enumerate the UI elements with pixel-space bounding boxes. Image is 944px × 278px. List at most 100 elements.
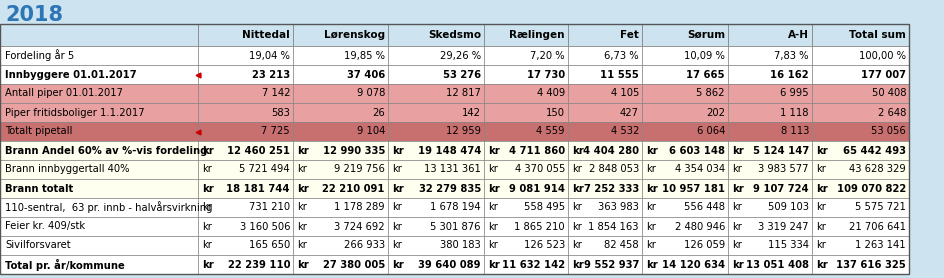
Text: 142: 142 bbox=[462, 108, 480, 118]
Text: 202: 202 bbox=[705, 108, 724, 118]
Bar bbox=[0, 236, 198, 255]
Bar bbox=[727, 122, 811, 141]
Bar bbox=[727, 84, 811, 103]
Bar bbox=[811, 179, 908, 198]
Text: 9 219 756: 9 219 756 bbox=[334, 165, 384, 175]
Text: kr: kr bbox=[732, 240, 741, 250]
Text: 4 711 860: 4 711 860 bbox=[508, 145, 565, 155]
Text: 13 131 361: 13 131 361 bbox=[424, 165, 480, 175]
Bar bbox=[0, 255, 198, 274]
Text: kr: kr bbox=[487, 240, 497, 250]
Bar bbox=[0, 179, 198, 198]
Bar bbox=[567, 46, 641, 65]
Bar bbox=[0, 65, 198, 84]
Text: kr: kr bbox=[296, 165, 307, 175]
Text: Feier kr. 409/stk: Feier kr. 409/stk bbox=[5, 222, 85, 232]
Text: 5 721 494: 5 721 494 bbox=[239, 165, 290, 175]
Bar bbox=[641, 65, 727, 84]
Bar bbox=[567, 217, 641, 236]
Text: Fordeling år 5: Fordeling år 5 bbox=[5, 49, 75, 61]
Text: 731 210: 731 210 bbox=[248, 202, 290, 212]
Text: 53 056: 53 056 bbox=[870, 126, 905, 136]
Text: 126 523: 126 523 bbox=[523, 240, 565, 250]
Text: Sørum: Sørum bbox=[686, 30, 724, 40]
Text: Piper fritidsboliger 1.1.2017: Piper fritidsboliger 1.1.2017 bbox=[5, 108, 144, 118]
Bar bbox=[388, 141, 483, 160]
Text: kr: kr bbox=[392, 145, 403, 155]
Bar bbox=[198, 65, 293, 84]
Bar bbox=[483, 217, 567, 236]
Bar bbox=[198, 103, 293, 122]
Text: 3 724 692: 3 724 692 bbox=[334, 222, 384, 232]
Text: 18 181 744: 18 181 744 bbox=[227, 183, 290, 193]
Bar bbox=[811, 46, 908, 65]
Text: 12 460 251: 12 460 251 bbox=[227, 145, 290, 155]
Text: 4 105: 4 105 bbox=[610, 88, 638, 98]
Bar bbox=[483, 65, 567, 84]
Text: 7,20 %: 7,20 % bbox=[530, 51, 565, 61]
Bar bbox=[641, 217, 727, 236]
Bar bbox=[388, 255, 483, 274]
Text: Skedsmo: Skedsmo bbox=[428, 30, 480, 40]
Text: 6 995: 6 995 bbox=[780, 88, 808, 98]
Bar bbox=[198, 179, 293, 198]
Text: kr: kr bbox=[646, 259, 657, 269]
Bar bbox=[483, 236, 567, 255]
Text: kr: kr bbox=[296, 183, 309, 193]
Bar bbox=[727, 236, 811, 255]
Bar bbox=[567, 103, 641, 122]
Bar bbox=[388, 255, 483, 274]
Bar bbox=[811, 236, 908, 255]
Bar bbox=[811, 65, 908, 84]
Text: 427: 427 bbox=[619, 108, 638, 118]
Bar bbox=[0, 24, 908, 274]
Text: 7 142: 7 142 bbox=[261, 88, 290, 98]
Bar bbox=[483, 160, 567, 179]
Text: 583: 583 bbox=[271, 108, 290, 118]
Bar bbox=[293, 179, 388, 198]
Text: kr: kr bbox=[732, 222, 741, 232]
Bar bbox=[727, 122, 811, 141]
Bar bbox=[293, 217, 388, 236]
Text: kr: kr bbox=[487, 222, 497, 232]
Text: 10,09 %: 10,09 % bbox=[683, 51, 724, 61]
Text: 126 059: 126 059 bbox=[683, 240, 724, 250]
Text: kr: kr bbox=[392, 165, 401, 175]
Bar bbox=[641, 160, 727, 179]
Bar bbox=[388, 65, 483, 84]
Text: 65 442 493: 65 442 493 bbox=[842, 145, 905, 155]
Text: 3 160 506: 3 160 506 bbox=[239, 222, 290, 232]
Text: 6,73 %: 6,73 % bbox=[604, 51, 638, 61]
Bar bbox=[641, 179, 727, 198]
Text: 12 959: 12 959 bbox=[446, 126, 480, 136]
Text: kr: kr bbox=[296, 240, 307, 250]
Bar bbox=[483, 141, 567, 160]
Bar bbox=[641, 217, 727, 236]
Bar bbox=[567, 255, 641, 274]
Bar bbox=[0, 160, 198, 179]
Bar bbox=[198, 103, 293, 122]
Bar bbox=[483, 103, 567, 122]
Text: kr: kr bbox=[646, 240, 655, 250]
Bar bbox=[727, 179, 811, 198]
Text: kr: kr bbox=[487, 145, 499, 155]
Bar bbox=[727, 217, 811, 236]
Text: kr: kr bbox=[296, 259, 309, 269]
Text: kr: kr bbox=[202, 145, 213, 155]
Bar bbox=[293, 255, 388, 274]
Bar bbox=[727, 160, 811, 179]
Bar bbox=[198, 179, 293, 198]
Text: 1 263 141: 1 263 141 bbox=[854, 240, 905, 250]
Text: Antall piper 01.01.2017: Antall piper 01.01.2017 bbox=[5, 88, 123, 98]
Bar bbox=[483, 236, 567, 255]
Bar bbox=[567, 103, 641, 122]
Bar bbox=[293, 84, 388, 103]
Bar bbox=[567, 236, 641, 255]
Bar bbox=[811, 217, 908, 236]
Bar bbox=[293, 198, 388, 217]
Text: 110-sentral,  63 pr. innb - halvårsvirkning: 110-sentral, 63 pr. innb - halvårsvirkni… bbox=[5, 202, 212, 214]
Bar bbox=[198, 217, 293, 236]
Bar bbox=[641, 46, 727, 65]
Bar bbox=[641, 84, 727, 103]
Text: Nittedal: Nittedal bbox=[242, 30, 290, 40]
